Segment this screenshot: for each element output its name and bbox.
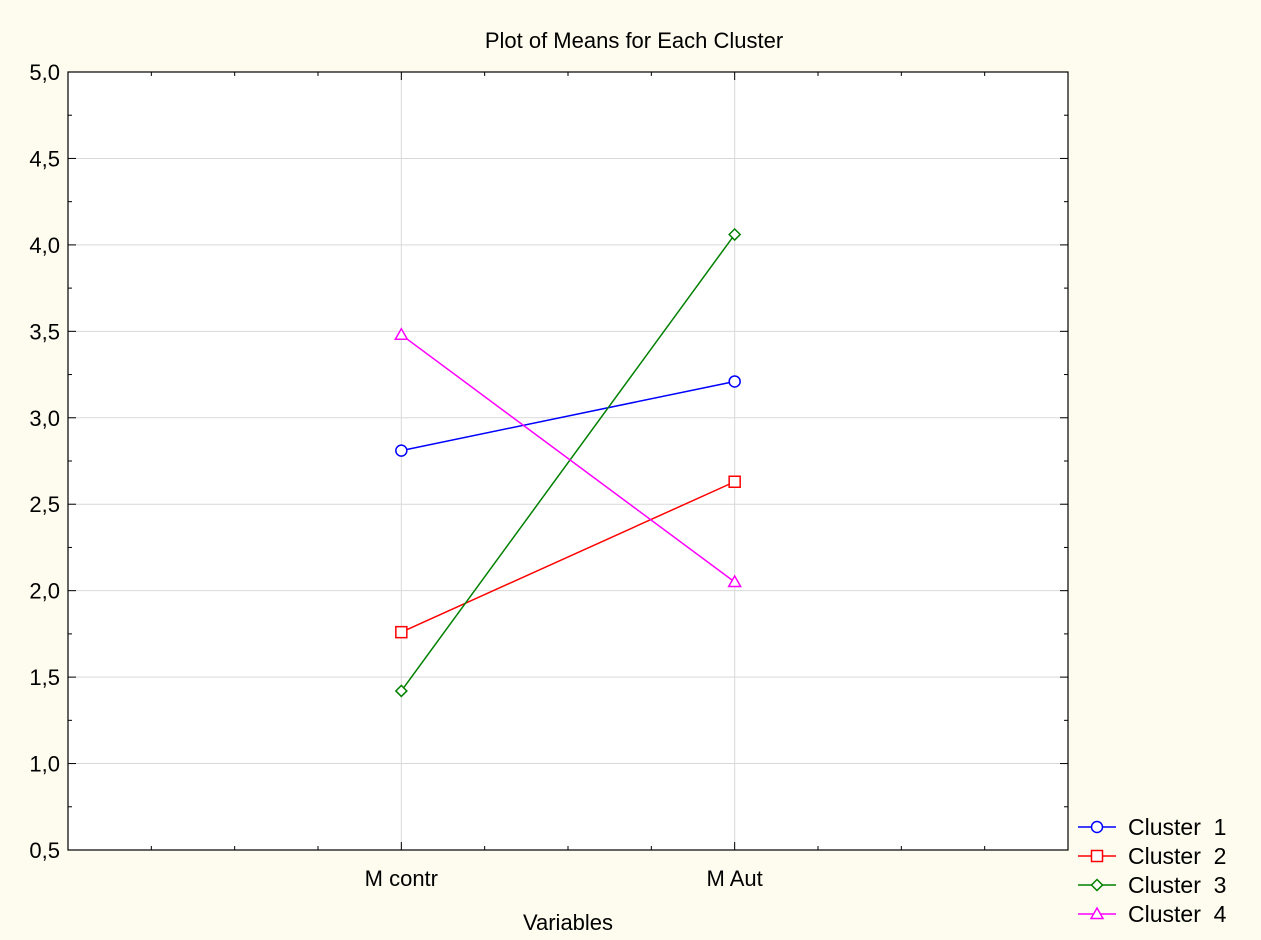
grid xyxy=(68,72,1068,850)
y-tick-label: 3,0 xyxy=(29,406,60,431)
data-point-cluster-1 xyxy=(395,444,408,457)
y-tick-label: 3,5 xyxy=(29,319,60,344)
y-tick-label: 4,0 xyxy=(29,233,60,258)
plot-background xyxy=(68,72,1068,850)
data-point-cluster-4 xyxy=(394,327,409,341)
series-line-cluster-3 xyxy=(400,234,736,692)
series-line-cluster-1 xyxy=(401,380,735,452)
data-point-cluster-3 xyxy=(728,227,742,242)
y-tick-label: 0,5 xyxy=(29,838,60,863)
legend-marker-cluster-1 xyxy=(1090,820,1104,834)
plot-area xyxy=(68,72,1068,850)
series-group xyxy=(394,227,742,698)
x-axis-tick-labels: M contr M Aut xyxy=(365,866,763,891)
x-tick-label: M contr xyxy=(365,866,438,891)
legend: Cluster 1 Cluster 2 Cluster 3 Cluster 4 xyxy=(1078,814,1227,927)
legend-marker-cluster-4 xyxy=(1089,906,1105,920)
legend-marker-cluster-2 xyxy=(1090,849,1104,863)
series-line-cluster-2 xyxy=(401,481,735,633)
data-point-cluster-4 xyxy=(727,574,742,588)
y-axis-tick-labels: 0,5 1,0 1,5 2,0 2,5 3,0 3,5 4,0 4,5 5,0 xyxy=(29,60,60,863)
y-tick-label: 4,5 xyxy=(29,146,60,171)
data-point-cluster-2 xyxy=(395,625,408,639)
data-point-cluster-1 xyxy=(728,375,741,388)
chart-title: Plot of Means for Each Cluster xyxy=(485,28,783,53)
x-tick-label: M Aut xyxy=(707,866,763,891)
legend-label-cluster-3: Cluster 3 xyxy=(1128,872,1226,898)
y-tick-label: 5,0 xyxy=(29,60,60,85)
x-axis-label: Variables xyxy=(523,910,613,935)
legend-label-cluster-2: Cluster 2 xyxy=(1128,843,1226,869)
plot-frame xyxy=(67,71,1069,851)
legend-label-cluster-1: Cluster 1 xyxy=(1128,814,1226,840)
data-point-cluster-3 xyxy=(394,684,408,698)
series-line-cluster-4 xyxy=(400,334,736,583)
y-tick-label: 1,5 xyxy=(29,665,60,690)
data-point-cluster-2 xyxy=(728,475,741,488)
legend-label-cluster-4: Cluster 4 xyxy=(1128,901,1227,927)
y-tick-label: 2,5 xyxy=(29,492,60,517)
y-tick-label: 1,0 xyxy=(29,752,60,777)
y-tick-label: 2,0 xyxy=(29,579,60,604)
legend-marker-cluster-3 xyxy=(1090,878,1104,892)
